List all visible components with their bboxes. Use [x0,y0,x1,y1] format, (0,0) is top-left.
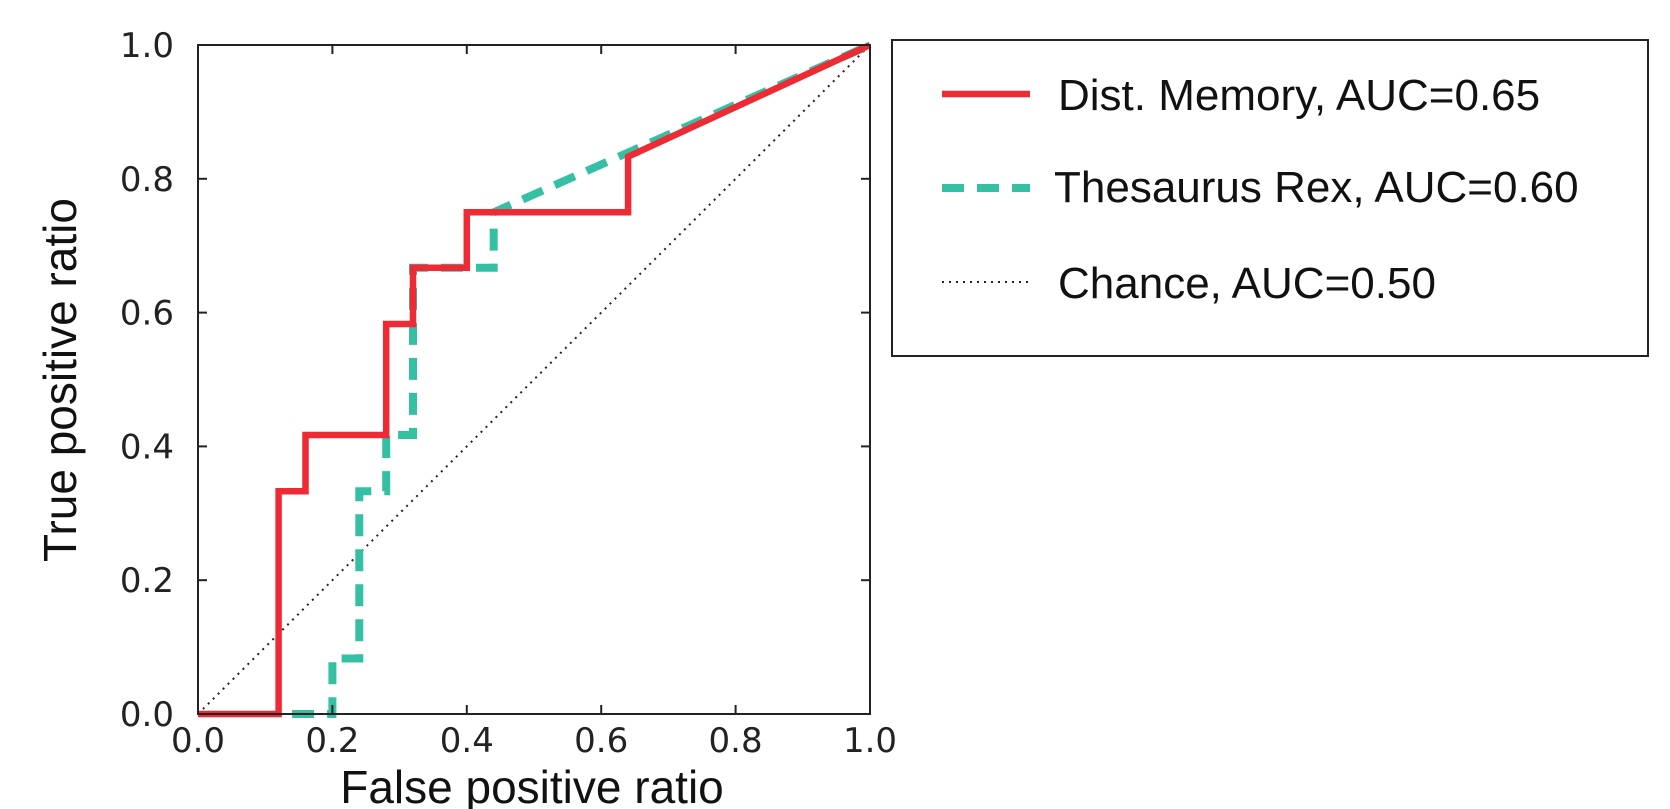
series-line-thesaurus-rex [292,41,872,718]
x-axis-title: False positive ratio [340,761,724,809]
x-tick-label: 0.4 [440,721,494,761]
y-tick-label: 0.2 [120,561,174,601]
y-tick-label: 0.4 [120,427,174,467]
plot-frame [197,44,871,715]
series-line-chance [197,44,871,715]
x-tick-label: 0.8 [709,721,763,761]
y-tick-label: 0.8 [120,160,174,200]
x-tick-label: 1.0 [843,721,897,761]
legend: Dist. Memory, AUC=0.65 Thesaurus Rex, AU… [891,39,1649,357]
x-tick-label: 0.2 [305,721,359,761]
x-tick-label: 0.0 [171,721,225,761]
legend-label-thesaurus-rex: Thesaurus Rex, AUC=0.60 [1054,163,1579,212]
series-line-dist-memory [198,42,872,718]
x-tick-label: 0.6 [574,721,628,761]
y-axis-title: True positive ratio [34,198,86,562]
legend-label-chance: Chance, AUC=0.50 [1058,259,1436,308]
plot-area [197,41,872,718]
y-tick-label: 0.6 [120,294,174,334]
legend-label-dist-memory: Dist. Memory, AUC=0.65 [1058,71,1540,120]
axis-ticks: 0.00.0 0.2 0.2 0.4 0.4 0.6 0.6 0.8 0.8 1.0 1.0 [120,26,897,761]
y-tick-label: 1.0 [120,26,174,66]
y-tick-label: 0.0 [120,695,174,735]
